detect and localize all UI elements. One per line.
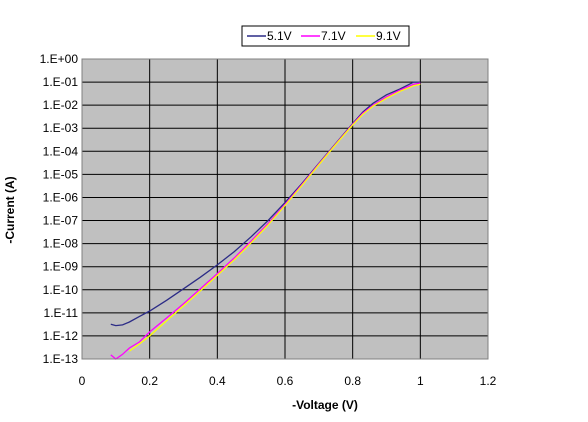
y-tick-label: 1.E-10 <box>43 283 79 297</box>
y-tick-labels: 1.E-13 1.E-12 1.E-11 1.E-10 1.E-09 1.E-08 1.E-… <box>40 52 79 366</box>
legend-label-9-1v: 9.1V <box>376 29 401 43</box>
y-tick-label: 1.E-05 <box>43 167 79 181</box>
y-tick-label: 1.E-07 <box>43 214 79 228</box>
x-tick-label: 0 <box>79 374 86 388</box>
y-tick-label: 1.E-02 <box>43 98 79 112</box>
legend-label-5-1v: 5.1V <box>267 29 292 43</box>
series-line-9-1v <box>129 83 421 352</box>
y-tick-label: 1.E-08 <box>43 237 79 251</box>
series-line-5-1v <box>110 81 421 327</box>
x-tick-label: 1 <box>417 374 424 388</box>
y-tick-label: 1.E-13 <box>43 352 79 366</box>
x-tick-label: 0.8 <box>344 374 361 388</box>
y-tick-label: 1.E-04 <box>43 144 79 158</box>
plot-frame <box>81 58 489 360</box>
legend-box <box>241 25 410 47</box>
y-tick-label: 1.E-01 <box>43 75 79 89</box>
y-tick-label: 1.E-06 <box>43 190 79 204</box>
legend: 5.1V 7.1V 9.1V <box>241 25 410 47</box>
x-tick-label: 0.6 <box>277 374 294 388</box>
x-tick-labels: 0 0.2 0.4 0.6 0.8 1 1.2 <box>79 374 497 388</box>
y-tick-label: 1.E-12 <box>43 329 79 343</box>
x-axis-title: -Voltage (V) <box>292 398 358 412</box>
y-tick-label: 1.E-09 <box>43 260 79 274</box>
y-axis-title: -Current (A) <box>3 176 17 243</box>
y-tick-label: 1.E-03 <box>43 121 79 135</box>
y-tick-label: 1.E-11 <box>44 306 79 320</box>
x-tick-label: 0.2 <box>141 374 158 388</box>
legend-label-7-1v: 7.1V <box>321 29 346 43</box>
series-lines <box>110 81 421 360</box>
x-tick-label: 1.2 <box>480 374 497 388</box>
series-line-7-1v <box>110 82 421 360</box>
y-tick-label: 1.E+00 <box>40 52 79 66</box>
x-tick-label: 0.4 <box>209 374 226 388</box>
